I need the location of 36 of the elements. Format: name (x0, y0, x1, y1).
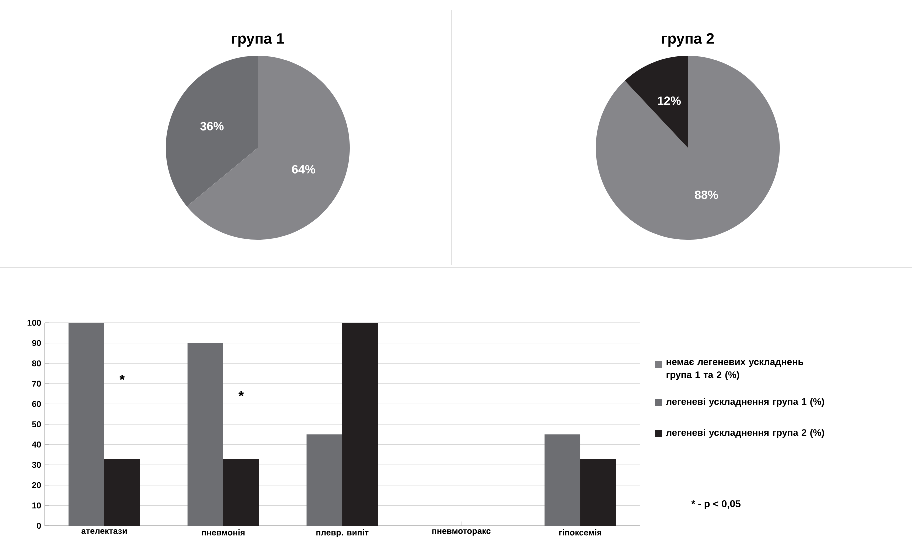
y-tick-label: 40 (32, 442, 42, 448)
legend-label: немає легеневих ускладнень група 1 та 2 (%) (666, 360, 804, 380)
bar (68, 322, 104, 526)
bar (188, 343, 224, 526)
y-tick-label: 30 (32, 462, 42, 468)
chart-title: група 2 (662, 33, 714, 47)
x-tick-label: плевр. випіт (316, 530, 369, 538)
bar (104, 459, 140, 526)
y-tick-label: 90 (32, 340, 42, 346)
x-tick-label: ателектази (82, 530, 127, 534)
data-label: 64% (292, 165, 316, 174)
data-label: 88% (695, 190, 718, 200)
x-tick-label: пневмоторакс (432, 530, 491, 536)
y-tick-label: 80 (32, 360, 42, 367)
text: * - p < 0,05 (692, 500, 741, 510)
bar (580, 459, 616, 526)
y-tick-label: 10 (32, 502, 42, 509)
bar (342, 322, 378, 526)
y-tick-label: 20 (32, 482, 42, 488)
y-tick-label: 60 (32, 401, 42, 408)
y-tick-label: 70 (32, 380, 42, 387)
legend-label: легеневі ускладнення група 1 (%) (666, 398, 824, 408)
y-tick-label: 100 (28, 320, 42, 326)
chart-title: група 1 (232, 34, 284, 47)
bar (224, 459, 260, 526)
x-tick-label: пневмонія (202, 530, 245, 536)
bar (306, 434, 343, 526)
data-label: 12% (658, 96, 682, 106)
annotation: * (238, 391, 244, 396)
legend-label: легеневі ускладнення група 2 (%) (666, 429, 824, 438)
y-tick-label: 50 (32, 422, 42, 428)
data-label: 36% (200, 122, 224, 131)
annotation: * (120, 375, 126, 380)
x-tick-label: гіпоксемія (560, 530, 602, 536)
bar (544, 434, 581, 526)
y-tick-label: 0 (37, 523, 42, 529)
